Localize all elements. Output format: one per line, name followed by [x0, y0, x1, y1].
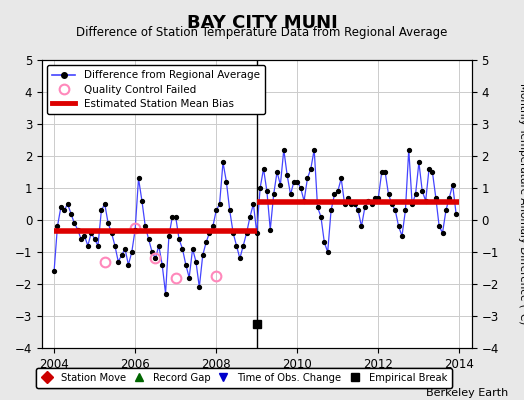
Text: Difference of Station Temperature Data from Regional Average: Difference of Station Temperature Data f…	[77, 26, 447, 39]
Text: Berkeley Earth: Berkeley Earth	[426, 388, 508, 398]
Y-axis label: Monthly Temperature Anomaly Difference (°C): Monthly Temperature Anomaly Difference (…	[518, 83, 524, 325]
Legend: Station Move, Record Gap, Time of Obs. Change, Empirical Break: Station Move, Record Gap, Time of Obs. C…	[36, 368, 452, 388]
Text: BAY CITY MUNI: BAY CITY MUNI	[187, 14, 337, 32]
